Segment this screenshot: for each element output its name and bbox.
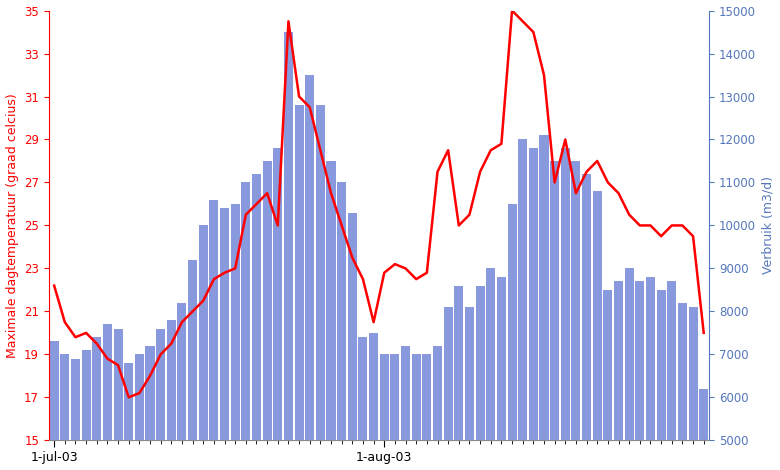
Y-axis label: Verbruik (m3/d): Verbruik (m3/d) — [761, 176, 775, 274]
Bar — [252, 174, 261, 470]
Bar — [422, 354, 431, 470]
Bar — [60, 354, 69, 470]
Bar — [50, 342, 58, 470]
Bar — [284, 32, 293, 470]
Bar — [486, 268, 495, 470]
Bar — [646, 277, 655, 470]
Bar — [593, 191, 601, 470]
Bar — [82, 350, 90, 470]
Bar — [667, 282, 676, 470]
Bar — [390, 354, 399, 470]
Y-axis label: Maximale dagtemperatuur (graad celcius): Maximale dagtemperatuur (graad celcius) — [5, 93, 19, 358]
Bar — [699, 389, 708, 470]
Bar — [145, 346, 154, 470]
Bar — [572, 161, 580, 470]
Bar — [444, 307, 452, 470]
Bar — [518, 140, 527, 470]
Bar — [540, 135, 548, 470]
Bar — [305, 75, 314, 470]
Bar — [92, 337, 101, 470]
Bar — [497, 277, 506, 470]
Bar — [614, 282, 623, 470]
Bar — [231, 204, 239, 470]
Bar — [412, 354, 420, 470]
Bar — [604, 290, 612, 470]
Bar — [625, 268, 633, 470]
Bar — [327, 161, 335, 470]
Bar — [508, 204, 516, 470]
Bar — [135, 354, 144, 470]
Bar — [359, 337, 367, 470]
Bar — [454, 286, 463, 470]
Bar — [380, 354, 388, 470]
Bar — [529, 148, 538, 470]
Bar — [433, 346, 442, 470]
Bar — [689, 307, 697, 470]
Bar — [177, 303, 186, 470]
Bar — [241, 182, 250, 470]
Bar — [316, 105, 325, 470]
Bar — [550, 161, 559, 470]
Bar — [71, 359, 80, 470]
Bar — [401, 346, 410, 470]
Bar — [337, 182, 346, 470]
Bar — [209, 200, 218, 470]
Bar — [167, 320, 176, 470]
Bar — [582, 174, 591, 470]
Bar — [465, 307, 474, 470]
Bar — [348, 212, 356, 470]
Bar — [263, 161, 271, 470]
Bar — [103, 324, 112, 470]
Bar — [678, 303, 687, 470]
Bar — [561, 148, 570, 470]
Bar — [273, 148, 282, 470]
Bar — [369, 333, 378, 470]
Bar — [114, 329, 122, 470]
Bar — [657, 290, 665, 470]
Bar — [295, 105, 303, 470]
Bar — [476, 286, 484, 470]
Bar — [188, 260, 197, 470]
Bar — [635, 282, 644, 470]
Bar — [220, 208, 229, 470]
Bar — [156, 329, 165, 470]
Bar — [124, 363, 133, 470]
Bar — [199, 226, 207, 470]
